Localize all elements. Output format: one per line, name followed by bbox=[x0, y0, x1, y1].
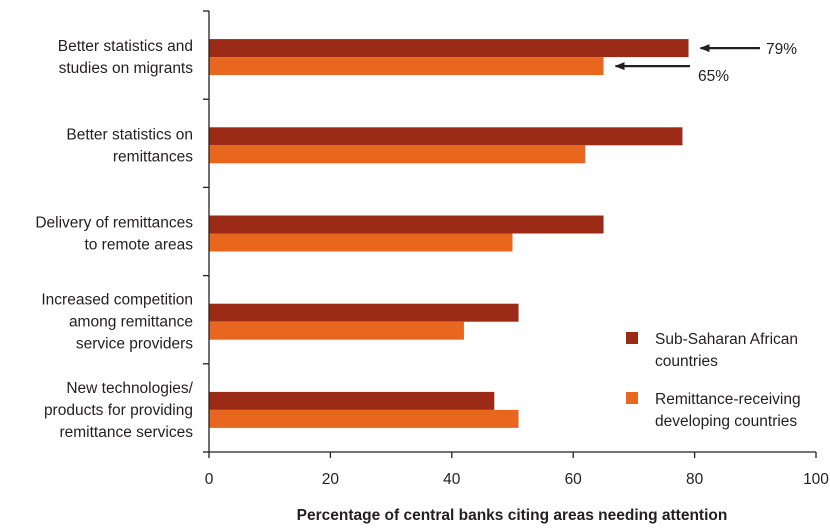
category-label-4-line-1: products for providing bbox=[44, 402, 193, 419]
bars-layer bbox=[209, 39, 689, 428]
bar-s1-c2 bbox=[209, 233, 513, 252]
x-tick-label-3: 60 bbox=[565, 471, 583, 488]
category-label-2-line-0: Delivery of remittances bbox=[35, 215, 193, 232]
x-tick-label-2: 40 bbox=[443, 471, 461, 488]
bar-s1-c1 bbox=[209, 145, 586, 164]
legend: Sub-Saharan African countries Remittance-r… bbox=[626, 331, 801, 430]
bar-s1-c3 bbox=[209, 321, 464, 340]
bar-s0-c0 bbox=[209, 39, 689, 58]
legend-label-1-line-1: developing countries bbox=[655, 413, 797, 430]
category-label-2-line-1: to remote areas bbox=[84, 237, 193, 254]
bar-s0-c3 bbox=[209, 303, 519, 322]
category-label-0-line-0: Better statistics and bbox=[58, 38, 193, 55]
bar-s0-c1 bbox=[209, 127, 683, 146]
bar-s0-c4 bbox=[209, 391, 495, 410]
x-tick-label-4: 80 bbox=[686, 471, 704, 488]
annotations: 79% 65% bbox=[614, 41, 797, 85]
x-tick-label-1: 20 bbox=[322, 471, 340, 488]
legend-swatch-1 bbox=[626, 392, 638, 404]
category-label-4-line-0: New technologies/ bbox=[66, 380, 193, 397]
legend-label-0-line-1: countries bbox=[655, 353, 718, 370]
category-label-1-line-1: remittances bbox=[113, 148, 193, 165]
annotation-label-1: 65% bbox=[698, 68, 729, 85]
category-label-3-line-1: among remittance bbox=[69, 314, 193, 331]
bar-s1-c0 bbox=[209, 57, 604, 76]
legend-swatch-0 bbox=[626, 332, 638, 344]
category-label-3-line-2: service providers bbox=[76, 336, 193, 353]
axes: 0 20 40 60 80 100 bbox=[203, 10, 829, 488]
category-label-1-line-0: Better statistics on bbox=[66, 126, 193, 143]
category-labels: Better statistics and studies on migrants… bbox=[35, 38, 193, 441]
category-label-3-line-0: Increased competition bbox=[41, 292, 193, 309]
x-tick-label-0: 0 bbox=[205, 471, 214, 488]
annotation-label-0: 79% bbox=[766, 41, 797, 58]
bar-s0-c2 bbox=[209, 215, 604, 234]
legend-label-1-line-0: Remittance-receiving bbox=[655, 391, 801, 408]
bar-s1-c4 bbox=[209, 409, 519, 428]
category-label-0-line-1: studies on migrants bbox=[59, 60, 194, 77]
x-tick-label-5: 100 bbox=[803, 471, 829, 488]
x-axis-title: Percentage of central banks citing areas… bbox=[297, 507, 728, 524]
legend-label-0-line-0: Sub-Saharan African bbox=[655, 331, 798, 348]
category-label-4-line-2: remittance services bbox=[59, 424, 193, 441]
